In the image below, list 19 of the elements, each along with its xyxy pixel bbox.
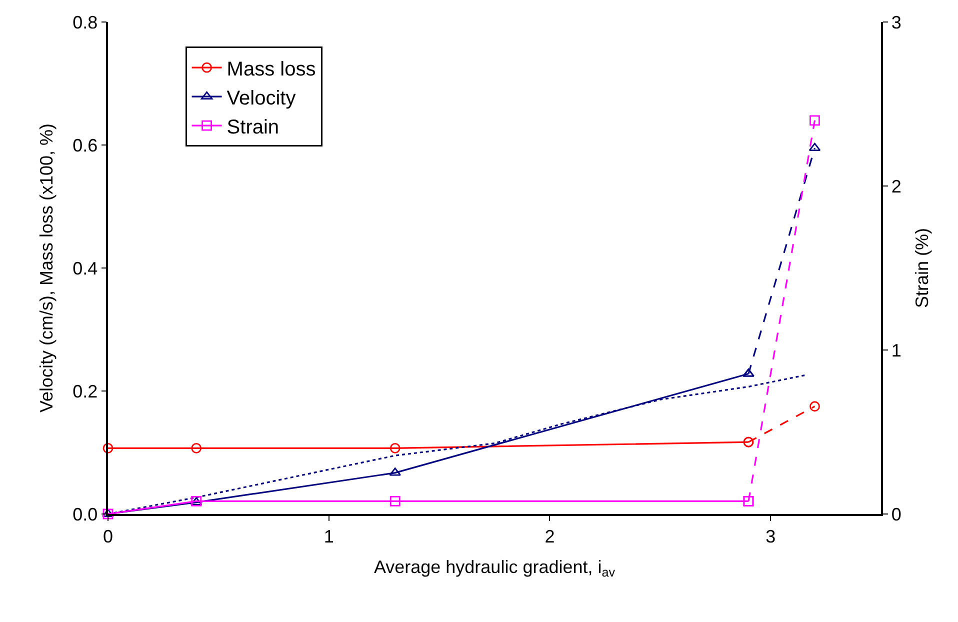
x-tick-label: 3 <box>766 526 776 546</box>
x-tick-label: 2 <box>544 526 555 546</box>
y-tick-label: 0.8 <box>72 12 98 32</box>
legend-label: Mass loss <box>226 58 316 80</box>
y-axis-title: Velocity (cm/s), Mass loss (x100, %) <box>36 123 56 413</box>
x-axis-title: Average hydraulic gradient, i$_{av}$ <box>374 556 616 580</box>
y-tick-label: 0.0 <box>72 504 98 524</box>
y-tick-label: 0.4 <box>72 258 98 278</box>
legend-label: Velocity <box>226 87 296 110</box>
y-tick-label: 0.6 <box>72 135 98 156</box>
y-tick-label: 0.2 <box>72 381 98 402</box>
y2-tick-label: 0 <box>891 504 902 524</box>
x-tick-label: 0 <box>102 526 114 546</box>
y2-tick-label: 1 <box>891 340 902 360</box>
y2-tick-label: 3 <box>891 12 902 32</box>
x-tick-label: 1 <box>324 526 334 546</box>
legend-label: Strain <box>226 116 280 138</box>
y2-tick-label: 2 <box>891 176 902 196</box>
y2-axis-title: Strain (%) <box>912 228 932 308</box>
